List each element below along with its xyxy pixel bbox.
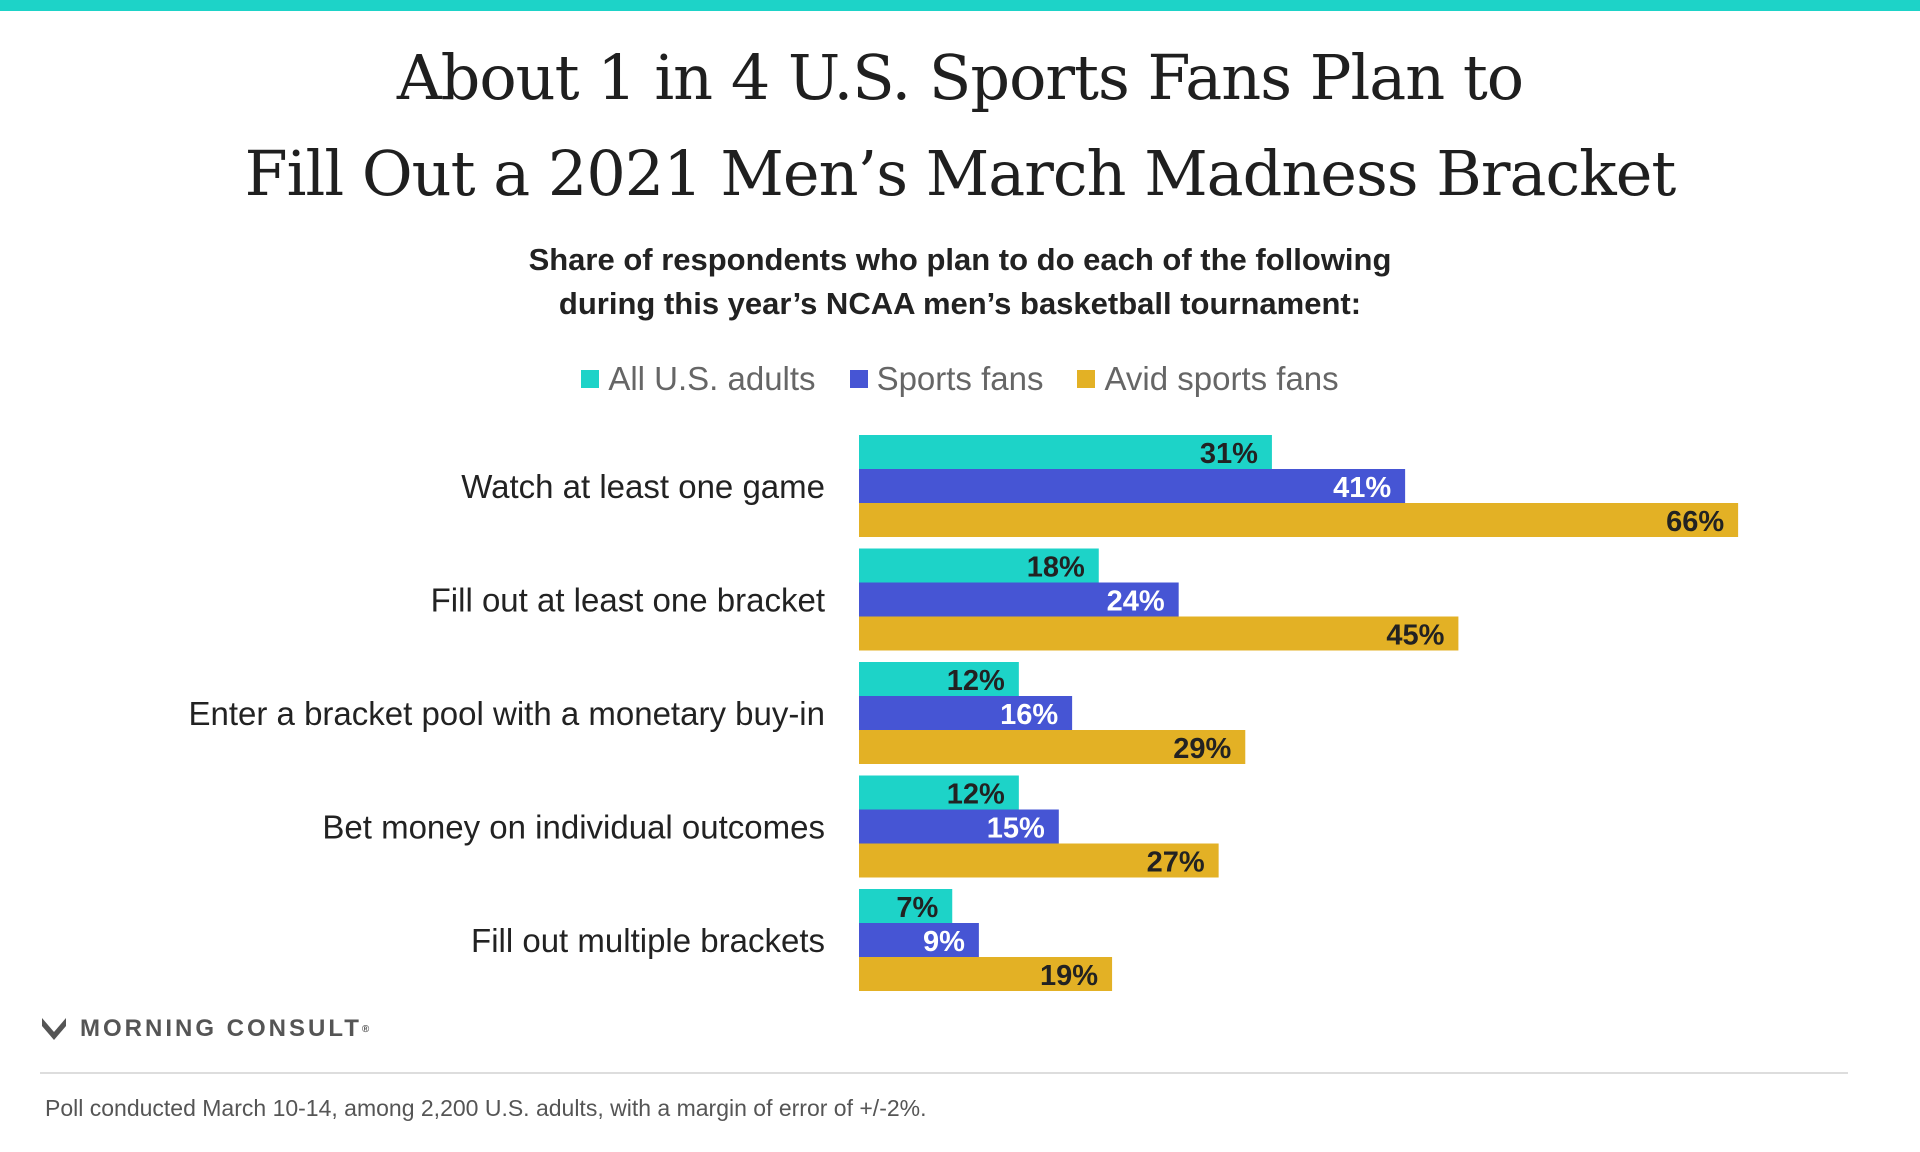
data-label-category-2-series-0: 12%	[947, 665, 1005, 697]
bar-category-3-series-2	[859, 843, 1219, 878]
data-label-category-0-series-1: 41%	[1333, 472, 1391, 504]
bar-category-3-series-0	[859, 775, 1019, 810]
chart-legend: All U.S. adults Sports fans Avid sports …	[0, 360, 1920, 398]
bar-category-0-series-0	[859, 435, 1272, 469]
bar-category-0-series-1	[859, 469, 1406, 503]
chart-subtitle-line-2: during this year’s NCAA men’s basketball…	[558, 286, 1362, 321]
data-label-category-1-series-0: 18%	[1027, 552, 1085, 584]
footer-divider	[40, 1072, 1848, 1074]
bar-category-2-series-1	[859, 696, 1073, 730]
data-label-category-4-series-2: 19%	[1040, 960, 1098, 992]
footnote: Poll conducted March 10-14, among 2,200 …	[45, 1095, 927, 1121]
bar-category-4-series-1	[859, 923, 979, 957]
chart-subtitle-line-1: Share of respondents who plan to do each…	[528, 242, 1392, 277]
chart-title-line-2: Fill Out a 2021 Men’s March Madness Brac…	[244, 137, 1677, 210]
legend-label-avid-fans: Avid sports fans	[1104, 360, 1339, 397]
data-label-category-4-series-1: 9%	[923, 926, 965, 958]
bar-category-2-series-2	[859, 730, 1246, 764]
data-label-category-3-series-1: 15%	[987, 813, 1045, 845]
data-label-category-2-series-1: 16%	[1000, 699, 1058, 731]
bar-category-1-series-0	[859, 548, 1099, 583]
bar-category-4-series-2	[859, 957, 1113, 991]
chart-title-line-1: About 1 in 4 U.S. Sports Fans Plan to	[396, 41, 1524, 114]
category-label: Fill out multiple brackets	[471, 922, 825, 959]
bar-category-4-series-0	[859, 889, 953, 923]
bar-category-1-series-1	[859, 582, 1179, 617]
category-label: Watch at least one game	[461, 468, 825, 505]
bar-category-3-series-1	[859, 809, 1059, 844]
bar-category-1-series-2	[859, 616, 1459, 651]
data-label-category-2-series-2: 29%	[1173, 733, 1231, 765]
chart-subtitle: Share of respondents who plan to do each…	[0, 238, 1920, 326]
legend-item-sports-fans: Sports fans	[849, 360, 1044, 398]
accent-top-bar	[0, 0, 1920, 11]
legend-item-avid-fans: Avid sports fans	[1077, 360, 1339, 398]
brand-trademark: ®	[361, 1023, 370, 1035]
legend-swatch-all-adults	[581, 370, 600, 388]
legend-label-sports-fans: Sports fans	[876, 360, 1044, 397]
legend-swatch-avid-fans	[1077, 370, 1096, 388]
brand-name: MORNING CONSULT	[80, 1015, 362, 1042]
bar-chart: Watch at least one game 31% 41% 66% Fill out…	[189, 435, 1739, 992]
data-label-category-0-series-2: 66%	[1666, 506, 1724, 538]
data-label-category-3-series-2: 27%	[1147, 847, 1205, 879]
brand-logo: MORNING CONSULT ®	[40, 1015, 369, 1043]
category-label: Fill out at least one bracket	[431, 582, 825, 619]
legend-item-all-adults: All U.S. adults	[581, 360, 816, 398]
data-label-category-1-series-2: 45%	[1386, 620, 1444, 652]
category-label: Bet money on individual outcomes	[322, 809, 825, 846]
data-label-category-3-series-0: 12%	[947, 779, 1005, 811]
bar-category-2-series-0	[859, 662, 1019, 696]
legend-swatch-sports-fans	[849, 370, 868, 388]
category-label: Enter a bracket pool with a monetary buy…	[189, 695, 826, 732]
data-label-category-0-series-0: 31%	[1200, 438, 1258, 470]
legend-label-all-adults: All U.S. adults	[608, 360, 816, 397]
chart-title: About 1 in 4 U.S. Sports Fans Plan to Fi…	[0, 30, 1920, 222]
bar-category-0-series-2	[859, 503, 1739, 537]
data-label-category-4-series-0: 7%	[896, 892, 938, 924]
morning-consult-logo-icon	[42, 1018, 66, 1040]
data-label-category-1-series-1: 24%	[1107, 586, 1165, 618]
